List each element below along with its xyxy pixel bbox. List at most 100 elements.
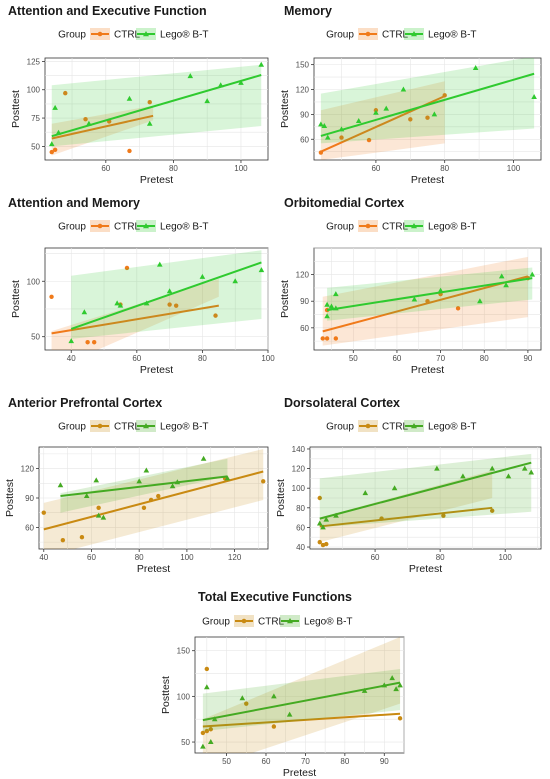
data-point [174, 479, 181, 485]
legend-entry: Lego® B-T [404, 420, 477, 433]
legend-title: Group [58, 30, 86, 41]
data-point [441, 513, 446, 518]
data-point [169, 483, 176, 489]
plot-area [313, 57, 542, 161]
data-point [68, 338, 75, 344]
regression-line [43, 470, 264, 531]
legend-key-marker [411, 223, 417, 229]
data-point [63, 90, 68, 96]
data-point [383, 105, 390, 111]
chart-title: Orbitomedial Cortex [284, 196, 404, 210]
y-tick-label: 90 [300, 110, 309, 119]
confidence-band [43, 448, 264, 549]
data-point [141, 505, 147, 511]
data-point [320, 524, 326, 530]
legend-key-marker [365, 423, 371, 429]
regression-line [320, 72, 535, 137]
data-point [324, 134, 331, 140]
data-point [79, 535, 85, 540]
data-point [529, 271, 536, 277]
legend-label: CTRL [114, 222, 141, 233]
x-tick-label: 80 [480, 354, 489, 363]
plot-area [44, 57, 269, 161]
regression-line [60, 475, 228, 498]
data-point [244, 701, 249, 706]
chart-panel: Total Executive Functions Group CTRL Lego® … [160, 590, 405, 779]
y-axis-label: Posttest [279, 90, 291, 128]
data-point [126, 95, 133, 101]
data-point [324, 541, 329, 547]
chart-panel: Attention and Executive Function Group CTR… [8, 4, 269, 186]
x-tick-label: 50 [349, 354, 358, 363]
legend-key-marker [241, 618, 247, 624]
data-point [324, 313, 330, 319]
data-point [207, 739, 214, 745]
plot-data [320, 256, 536, 346]
y-tick-label: 120 [296, 271, 310, 280]
regression-line [51, 114, 154, 140]
data-point [477, 298, 483, 304]
y-tick-label: 60 [300, 324, 309, 333]
legend-entry: CTRL [90, 220, 141, 233]
data-point [425, 115, 430, 120]
y-axis-label: Posttest [275, 479, 287, 517]
data-point [521, 465, 528, 471]
chart-title: Attention and Executive Function [8, 4, 207, 18]
data-point [200, 743, 206, 749]
data-point [127, 148, 132, 154]
data-point [397, 682, 403, 688]
y-tick-label: 100 [27, 277, 41, 286]
y-tick-label: 60 [296, 523, 305, 532]
data-point [199, 273, 206, 279]
data-point [258, 267, 265, 273]
x-tick-label: 80 [340, 757, 349, 766]
x-tick-label: 100 [507, 164, 521, 173]
plot-data [41, 448, 266, 549]
data-point [239, 695, 246, 701]
data-point [434, 465, 440, 471]
legend-label: Lego® B-T [160, 30, 209, 41]
confidence-band [202, 668, 401, 732]
data-point [397, 716, 403, 721]
x-tick-label: 120 [228, 553, 242, 562]
data-point [333, 336, 339, 341]
y-tick-label: 40 [296, 543, 305, 552]
legend-label: CTRL [114, 30, 141, 41]
legend-entry: Lego® B-T [136, 420, 209, 433]
legend-key-marker [287, 618, 293, 624]
x-tick-label: 80 [440, 164, 449, 173]
data-point [114, 300, 120, 306]
data-point [204, 728, 210, 734]
data-point [498, 273, 505, 279]
regression-line [51, 304, 219, 335]
data-point [317, 539, 322, 545]
y-tick-label: 120 [292, 465, 306, 474]
y-tick-label: 60 [25, 523, 34, 532]
x-tick-label: 100 [499, 553, 513, 562]
y-tick-label: 75 [31, 114, 40, 123]
legend-entry: CTRL [90, 420, 141, 433]
data-point [224, 475, 231, 481]
data-point [258, 61, 265, 67]
legend-key-marker [365, 223, 371, 229]
chart-panel: Dorsolateral Cortex Group CTRL Lego® B-T 60 8… [275, 396, 542, 575]
data-point [124, 265, 130, 271]
x-tick-label: 60 [371, 164, 380, 173]
confidence-band [319, 470, 493, 543]
legend-label: Lego® B-T [428, 222, 477, 233]
x-tick-label: 60 [87, 553, 96, 562]
legend-key-marker [97, 423, 103, 429]
gridlines [314, 247, 541, 350]
gridlines [310, 447, 541, 549]
y-tick-label: 120 [21, 465, 35, 474]
chart-title: Total Executive Functions [198, 590, 352, 604]
data-point [147, 100, 152, 105]
confidence-band [51, 105, 154, 156]
regression-line [70, 261, 262, 330]
data-point [431, 111, 438, 117]
data-point [261, 479, 266, 484]
legend-key-marker [143, 223, 149, 229]
data-point [393, 686, 399, 692]
data-point [238, 79, 244, 85]
data-point [41, 510, 46, 515]
